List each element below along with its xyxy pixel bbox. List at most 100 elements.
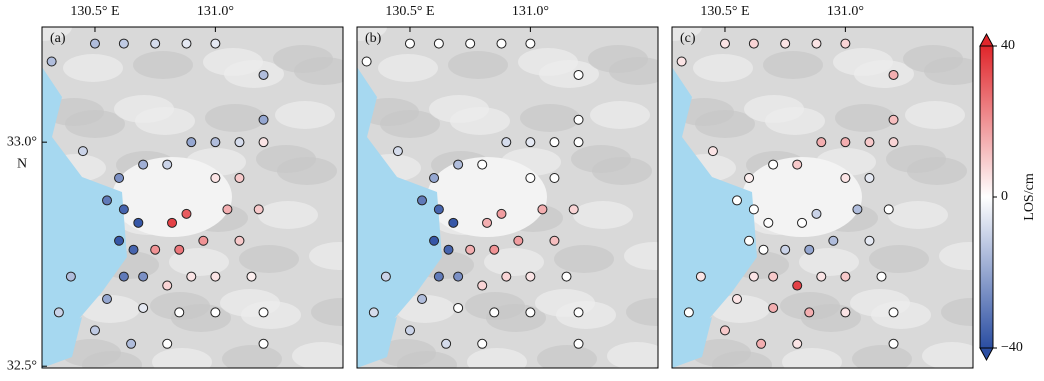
station: [841, 138, 850, 147]
station: [175, 308, 184, 317]
station: [381, 272, 390, 281]
relief: [693, 54, 753, 82]
figure: (a)130.5° E131.0°(b)130.5° E131.0°(c)130…: [0, 0, 1044, 376]
relief: [833, 48, 893, 76]
station: [187, 272, 196, 281]
relief: [905, 101, 965, 129]
station: [444, 245, 453, 254]
station: [454, 303, 463, 312]
station: [119, 272, 128, 281]
station: [889, 339, 898, 348]
station: [103, 196, 112, 205]
station: [841, 174, 850, 183]
station: [793, 339, 802, 348]
station: [569, 205, 578, 214]
map-panel: [12, 13, 371, 376]
station: [139, 160, 148, 169]
station: [483, 218, 492, 227]
station: [115, 236, 124, 245]
station: [478, 281, 487, 290]
station: [514, 236, 523, 245]
station: [454, 160, 463, 169]
station: [362, 57, 371, 66]
station: [720, 39, 729, 48]
station: [769, 303, 778, 312]
station: [211, 138, 220, 147]
station: [526, 174, 535, 183]
station: [865, 236, 874, 245]
station: [430, 236, 439, 245]
station: [884, 205, 893, 214]
relief: [782, 348, 842, 376]
station: [163, 160, 172, 169]
station: [115, 174, 124, 183]
station: [769, 272, 778, 281]
relief: [744, 95, 804, 123]
station: [47, 57, 56, 66]
station: [187, 138, 196, 147]
station: [526, 39, 535, 48]
y-tick-label: 33.0°: [7, 134, 37, 149]
station: [211, 174, 220, 183]
station: [235, 174, 244, 183]
station: [889, 138, 898, 147]
station: [418, 196, 427, 205]
station: [798, 218, 807, 227]
station: [78, 147, 87, 156]
relief: [835, 104, 895, 132]
x-tick-label: 131.0°: [197, 4, 234, 19]
relief: [518, 48, 578, 76]
relief: [63, 54, 123, 82]
station: [877, 272, 886, 281]
station: [841, 39, 850, 48]
station: [478, 160, 487, 169]
relief: [520, 104, 580, 132]
panel-label: (b): [365, 31, 382, 46]
station: [434, 39, 443, 48]
station: [805, 308, 814, 317]
station: [793, 281, 802, 290]
station: [745, 236, 754, 245]
station: [175, 245, 184, 254]
station: [393, 147, 402, 156]
station: [550, 236, 559, 245]
station: [54, 308, 63, 317]
station: [684, 308, 693, 317]
station: [151, 245, 160, 254]
station: [478, 339, 487, 348]
colorbar-cap: [980, 34, 993, 46]
station: [550, 174, 559, 183]
station: [259, 339, 268, 348]
relief: [152, 348, 212, 376]
map-panel: [327, 13, 686, 376]
y-tick-label: 32.5°: [7, 358, 37, 373]
station: [889, 308, 898, 317]
relief: [535, 289, 595, 317]
panel-label: (c): [680, 31, 696, 46]
station: [805, 245, 814, 254]
station: [490, 245, 499, 254]
relief: [220, 289, 280, 317]
station: [865, 138, 874, 147]
station: [211, 308, 220, 317]
y-unit-label: N: [17, 156, 27, 171]
station: [163, 281, 172, 290]
station: [757, 339, 766, 348]
station: [247, 272, 256, 281]
relief: [763, 51, 823, 79]
relief: [273, 45, 333, 73]
station: [574, 339, 583, 348]
station: [745, 174, 754, 183]
station: [259, 70, 268, 79]
station: [103, 294, 112, 303]
station: [259, 308, 268, 317]
relief: [256, 145, 316, 173]
station: [90, 39, 99, 48]
station: [562, 272, 571, 281]
relief: [537, 345, 597, 373]
station: [497, 39, 506, 48]
x-tick-label: 130.5° E: [385, 4, 434, 19]
station: [793, 160, 802, 169]
relief: [114, 95, 174, 123]
station: [502, 272, 511, 281]
